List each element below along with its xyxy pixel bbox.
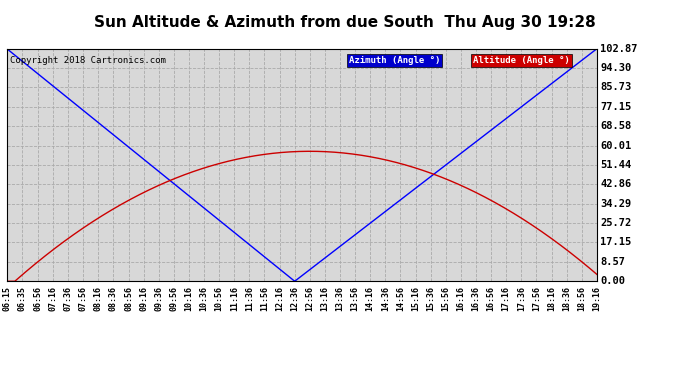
Text: 77.15: 77.15 <box>600 102 631 112</box>
Text: Azimuth (Angle °): Azimuth (Angle °) <box>349 56 440 65</box>
Text: Altitude (Angle °): Altitude (Angle °) <box>473 56 570 65</box>
Text: 42.86: 42.86 <box>600 179 631 189</box>
Text: Sun Altitude & Azimuth from due South  Thu Aug 30 19:28: Sun Altitude & Azimuth from due South Th… <box>94 15 596 30</box>
Text: 102.87: 102.87 <box>600 44 638 54</box>
Text: Copyright 2018 Cartronics.com: Copyright 2018 Cartronics.com <box>10 56 166 65</box>
Text: 0.00: 0.00 <box>600 276 625 286</box>
Text: 68.58: 68.58 <box>600 121 631 131</box>
Text: 51.44: 51.44 <box>600 160 631 170</box>
Text: 8.57: 8.57 <box>600 257 625 267</box>
Text: 85.73: 85.73 <box>600 82 631 93</box>
Text: 94.30: 94.30 <box>600 63 631 73</box>
Text: 34.29: 34.29 <box>600 199 631 209</box>
Text: 60.01: 60.01 <box>600 141 631 151</box>
Text: 25.72: 25.72 <box>600 218 631 228</box>
Text: 17.15: 17.15 <box>600 237 631 248</box>
